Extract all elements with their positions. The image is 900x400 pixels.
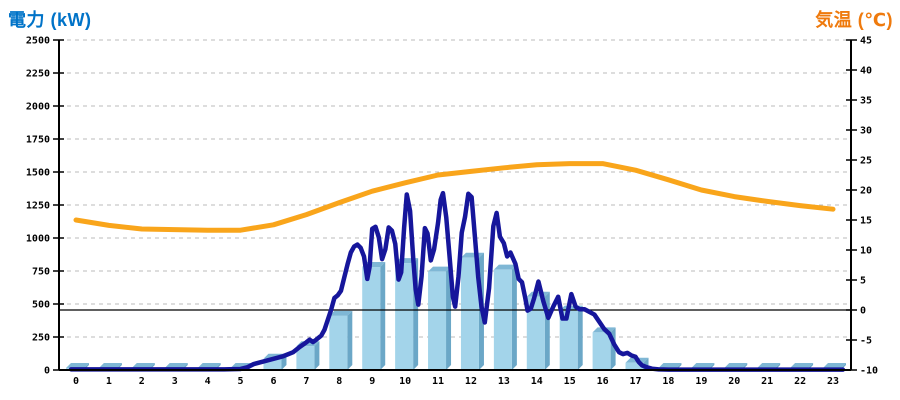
power-bar [592, 332, 611, 370]
x-axis-tick-label: 22 [794, 376, 806, 387]
right-axis-tick-label: 15 [860, 216, 872, 227]
x-axis-tick-label: 13 [498, 376, 510, 387]
power-bar-side [511, 264, 517, 370]
left-axis-tick-label: 1250 [26, 201, 50, 212]
power-bar-top [790, 363, 814, 369]
x-axis-tick-label: 23 [827, 376, 839, 387]
right-axis-tick-label: 40 [860, 66, 872, 77]
right-axis-tick-label: -10 [860, 366, 878, 377]
power-bar-side [347, 310, 353, 370]
power-bar-side [380, 262, 386, 370]
x-axis-tick-label: 10 [399, 376, 411, 387]
x-axis-tick-label: 14 [531, 376, 543, 387]
left-axis-tick-label: 1750 [26, 135, 50, 146]
left-axis-tick-label: 1000 [26, 234, 50, 245]
power-bar-top [98, 363, 122, 369]
power-bar-top [197, 363, 221, 369]
power-bar-top [329, 310, 353, 316]
left-axis-tick-label: 2250 [26, 69, 50, 80]
x-axis-tick-label: 5 [238, 376, 244, 387]
right-axis-tick-label: 25 [860, 156, 872, 167]
power-bar-side [577, 305, 583, 370]
power-bar-top [757, 363, 781, 369]
x-axis-tick-label: 11 [432, 376, 444, 387]
power-bar-top [131, 363, 155, 369]
power-bar [625, 362, 644, 370]
x-axis-tick-label: 9 [369, 376, 375, 387]
right-axis-tick-label: 45 [860, 36, 872, 47]
power-bar [493, 269, 512, 370]
power-bar-top [66, 363, 89, 369]
left-axis-tick-label: 2000 [26, 102, 50, 113]
x-axis-tick-label: 19 [695, 376, 707, 387]
power-bar-top [823, 363, 846, 369]
left-axis-tick-label: 250 [32, 333, 50, 344]
left-axis-tick-label: 750 [32, 267, 50, 278]
x-axis-tick-label: 20 [728, 376, 740, 387]
x-axis-tick-label: 8 [336, 376, 342, 387]
power-bar [559, 310, 578, 370]
left-axis-tick-label: 500 [32, 300, 50, 311]
power-bar-side [314, 341, 320, 370]
x-axis-tick-label: 12 [465, 376, 477, 387]
right-axis-tick-label: 20 [860, 186, 872, 197]
power-bar [362, 267, 381, 370]
power-bar-top [724, 363, 748, 369]
right-axis-tick-label: 0 [860, 306, 866, 317]
x-axis-tick-label: 17 [629, 376, 641, 387]
power-bar [329, 315, 348, 370]
left-axis-tick-label: 0 [44, 366, 50, 377]
power-bar-top [493, 264, 517, 270]
power-axis-title: 電力 (kW) [8, 10, 92, 30]
left-axis-tick-label: 2500 [26, 36, 50, 47]
right-axis-tick-label: 30 [860, 126, 872, 137]
x-axis-tick-label: 18 [662, 376, 674, 387]
right-axis-tick-label: -5 [860, 336, 872, 347]
left-axis-tick-label: 1500 [26, 168, 50, 179]
right-axis-tick-label: 10 [860, 246, 872, 257]
power-bar-top [164, 363, 188, 369]
x-axis-tick-label: 16 [597, 376, 609, 387]
x-axis-tick-label: 2 [139, 376, 145, 387]
x-axis-tick-label: 21 [761, 376, 773, 387]
x-axis-tick-label: 4 [205, 376, 211, 387]
power-line [68, 190, 846, 372]
x-axis-tick-label: 7 [303, 376, 309, 387]
right-axis-tick-label: 35 [860, 96, 872, 107]
temperature-axis-title: 気温 (℃) [815, 10, 893, 30]
temperature-line [73, 161, 836, 233]
power-bar-top [658, 363, 682, 369]
power-bar-side [446, 266, 452, 370]
power-bar [296, 346, 315, 370]
x-axis-tick-label: 6 [270, 376, 276, 387]
power-bar [395, 263, 414, 370]
right-axis-tick-label: 5 [860, 276, 866, 287]
x-axis-tick-label: 0 [73, 376, 79, 387]
x-axis-tick-label: 3 [172, 376, 178, 387]
x-axis-tick-label: 1 [106, 376, 112, 387]
power-bar-top [691, 363, 715, 369]
power-bar [526, 296, 545, 370]
power-bar [428, 271, 447, 370]
power-bar-top [428, 266, 452, 272]
x-axis-tick-label: 15 [564, 376, 576, 387]
power-bar [263, 358, 282, 370]
power-bar [460, 257, 479, 370]
